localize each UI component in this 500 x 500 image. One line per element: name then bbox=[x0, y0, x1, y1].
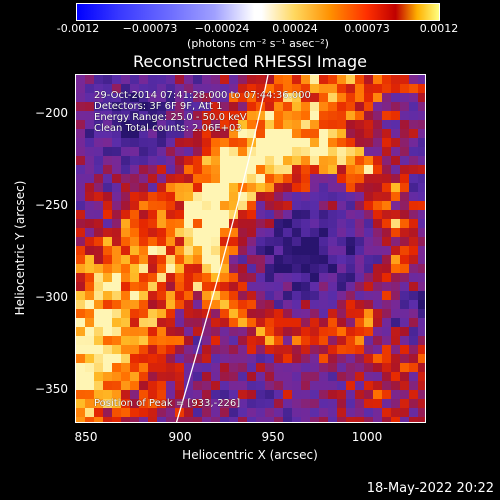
y-tick: −200 bbox=[35, 106, 68, 120]
info-energy: Energy Range: 25.0 - 50.0 keV bbox=[94, 112, 247, 123]
colorbar-tick: 0.0012 bbox=[419, 22, 459, 35]
timestamp: 18-May-2022 20:22 bbox=[366, 481, 494, 496]
x-axis-label: Heliocentric X (arcsec) bbox=[182, 448, 318, 462]
plot-title: Reconstructed RHESSI Image bbox=[133, 52, 367, 71]
info-peak-position: Position of Peak = [933,-226] bbox=[94, 398, 241, 409]
y-tick: −350 bbox=[35, 382, 68, 396]
x-tick: 1000 bbox=[351, 430, 383, 444]
y-axis-label: Heliocentric Y (arcsec) bbox=[13, 180, 27, 316]
colorbar-unit: (photons cm⁻² s⁻¹ asec⁻²) bbox=[187, 37, 329, 50]
colorbar-tick: −0.00073 bbox=[122, 22, 178, 35]
rhessi-image bbox=[76, 75, 425, 422]
x-tick: 950 bbox=[261, 430, 285, 444]
solar-limb-line bbox=[175, 75, 269, 422]
image-plot: 29-Oct-2014 07:41:28.000 to 07:44:36.000… bbox=[75, 74, 426, 423]
colorbar-tick: −0.00024 bbox=[194, 22, 250, 35]
y-tick: −250 bbox=[35, 198, 68, 212]
colorbar-tick: 0.00073 bbox=[344, 22, 390, 35]
info-detectors: Detectors: 3F 6F 9F, Att 1 bbox=[94, 101, 223, 112]
colorbar-tick: -0.0012 bbox=[56, 22, 100, 35]
x-tick: 850 bbox=[74, 430, 98, 444]
colorbar bbox=[76, 3, 440, 21]
y-tick: −300 bbox=[35, 290, 68, 304]
info-time-range: 29-Oct-2014 07:41:28.000 to 07:44:36.000 bbox=[94, 90, 311, 101]
info-clean: Clean Total counts: 2.06E+03 bbox=[94, 123, 242, 134]
x-tick: 900 bbox=[168, 430, 192, 444]
colorbar-tick: 0.00024 bbox=[272, 22, 318, 35]
